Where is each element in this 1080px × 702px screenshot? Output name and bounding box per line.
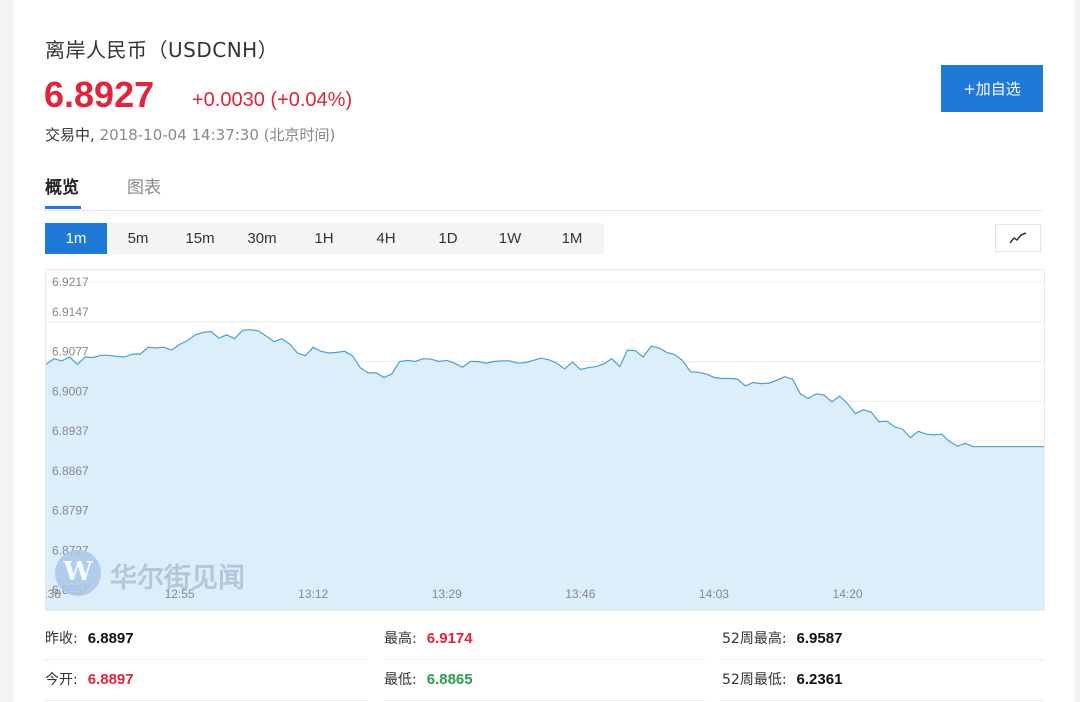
status-label: 交易中, bbox=[45, 126, 95, 144]
stat-value: 6.8897 bbox=[87, 671, 134, 688]
stat-52w-low: 52周最低: 6.2361 bbox=[722, 662, 1043, 701]
stat-high: 最高: 6.9174 bbox=[384, 621, 706, 660]
stat-value: 6.8897 bbox=[87, 630, 134, 647]
trading-status: 交易中, 2018-10-04 14:37:30 (北京时间) bbox=[45, 124, 335, 145]
line-chart-icon bbox=[1009, 232, 1027, 244]
price-line bbox=[45, 329, 1044, 448]
x-tick-label: 12:38 bbox=[46, 587, 61, 601]
price-chart[interactable]: 6.9217 6.9147 6.9077 6.9007 6.8937 6.8867 6.87… bbox=[31, 269, 1045, 611]
y-tick-label: 6.9007 bbox=[52, 384, 89, 398]
y-tick-label: 6.9217 bbox=[52, 275, 89, 289]
range-4h[interactable]: 4H bbox=[376, 230, 396, 247]
watermark-text: 华尔街见闻 bbox=[110, 563, 245, 594]
stat-value: 6.8865 bbox=[426, 671, 473, 688]
x-tick-label: 13:46 bbox=[565, 587, 595, 601]
stat-label: 52周最高: bbox=[722, 631, 787, 647]
price-change: +0.0030 (+0.04%) bbox=[192, 89, 353, 111]
y-tick-label: 6.8797 bbox=[52, 504, 89, 518]
stat-value: 6.2361 bbox=[796, 671, 843, 688]
y-tick-label: 6.8937 bbox=[52, 424, 89, 438]
stat-label: 今开: bbox=[45, 672, 78, 688]
x-tick-label: 12:55 bbox=[165, 587, 195, 601]
range-1d[interactable]: 1D bbox=[438, 230, 458, 247]
stat-value: 6.9587 bbox=[796, 630, 843, 647]
y-tick-label: 6.9077 bbox=[52, 345, 89, 359]
stat-open: 今开: 6.8897 bbox=[45, 662, 367, 701]
range-1m[interactable]: 1m bbox=[45, 223, 107, 254]
add-to-watchlist-button[interactable]: +加自选 bbox=[941, 65, 1043, 112]
y-tick-label: 6.8867 bbox=[52, 464, 89, 478]
y-tick-label: 6.9147 bbox=[52, 305, 89, 319]
tab-chart[interactable]: 图表 bbox=[127, 178, 161, 198]
stat-label: 最低: bbox=[384, 672, 417, 688]
x-tick-label: 13:29 bbox=[432, 587, 462, 601]
stat-prev-close: 昨收: 6.8897 bbox=[45, 621, 367, 660]
tab-overview[interactable]: 概览 bbox=[45, 178, 79, 198]
range-1mo[interactable]: 1M bbox=[561, 230, 583, 247]
quote-timestamp: 2018-10-04 14:37:30 (北京时间) bbox=[99, 126, 336, 144]
page-title: 离岸人民币（USDCNH） bbox=[45, 38, 279, 62]
range-15m[interactable]: 15m bbox=[185, 230, 215, 247]
tab-bar: 概览 图表 bbox=[45, 170, 1043, 211]
range-1h[interactable]: 1H bbox=[314, 230, 334, 247]
stat-value: 6.9174 bbox=[426, 630, 473, 647]
x-tick-label: 14:03 bbox=[699, 587, 729, 601]
active-tab-indicator bbox=[45, 206, 81, 209]
stat-label: 最高: bbox=[384, 631, 417, 647]
price-chart-svg: 6.9217 6.9147 6.9077 6.9007 6.8937 6.8867 6.87… bbox=[31, 275, 1044, 610]
watermark-logo-icon: W bbox=[55, 550, 101, 596]
price-area bbox=[46, 329, 1044, 610]
quote-card: 离岸人民币（USDCNH） 6.8927 +0.0030 (+0.04%) 交易… bbox=[13, 0, 1075, 702]
stat-label: 昨收: bbox=[45, 631, 78, 647]
current-price: 6.8927 bbox=[44, 74, 155, 115]
range-30m[interactable]: 30m bbox=[247, 230, 277, 247]
time-range-selector: 1m 5m 15m 30m 1H 4H 1D 1W 1M bbox=[45, 223, 604, 254]
stats-panel: 昨收: 6.8897 最高: 6.9174 52周最高: 6.9587 今开: 6.88… bbox=[45, 621, 1043, 702]
stat-52w-high: 52周最高: 6.9587 bbox=[722, 621, 1043, 660]
stat-low: 最低: 6.8865 bbox=[384, 662, 706, 701]
range-5m[interactable]: 5m bbox=[127, 230, 149, 247]
chart-type-toggle[interactable] bbox=[995, 224, 1041, 252]
x-tick-label: 13:12 bbox=[298, 587, 328, 601]
range-1w[interactable]: 1W bbox=[498, 230, 522, 247]
x-tick-label: 14:20 bbox=[833, 587, 863, 601]
stat-label: 52周最低: bbox=[722, 672, 787, 688]
